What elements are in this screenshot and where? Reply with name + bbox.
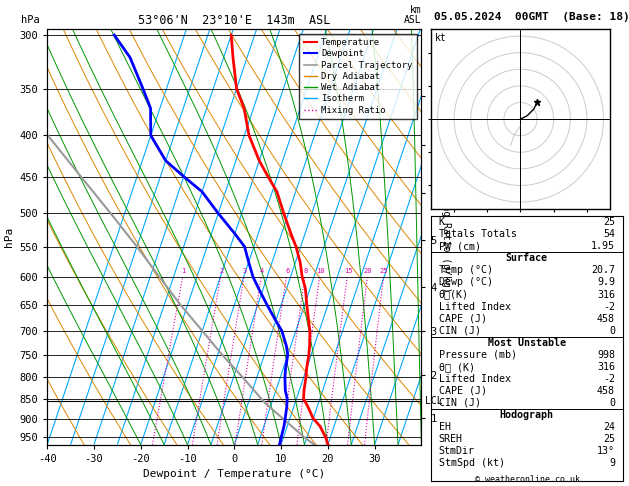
Text: Totals Totals: Totals Totals	[438, 229, 516, 239]
Text: 1: 1	[182, 268, 186, 274]
Text: SREH: SREH	[438, 434, 462, 444]
Text: 1.95: 1.95	[591, 242, 615, 251]
Text: 0: 0	[609, 398, 615, 408]
Text: CAPE (J): CAPE (J)	[438, 386, 487, 396]
Text: Lifted Index: Lifted Index	[438, 374, 511, 384]
Text: 20.7: 20.7	[591, 265, 615, 276]
Text: CIN (J): CIN (J)	[438, 398, 481, 408]
Text: 3: 3	[243, 268, 247, 274]
Text: Most Unstable: Most Unstable	[487, 338, 566, 347]
Text: 458: 458	[597, 386, 615, 396]
Text: Surface: Surface	[506, 253, 548, 263]
Text: hPa: hPa	[21, 15, 40, 25]
Text: 25: 25	[603, 434, 615, 444]
Text: 54: 54	[603, 229, 615, 239]
Text: StmDir: StmDir	[438, 446, 474, 456]
Text: 8: 8	[304, 268, 308, 274]
Text: Temp (°C): Temp (°C)	[438, 265, 493, 276]
Text: CIN (J): CIN (J)	[438, 326, 481, 336]
Text: 6: 6	[285, 268, 289, 274]
Text: 15: 15	[343, 268, 352, 274]
Text: Pressure (mb): Pressure (mb)	[438, 350, 516, 360]
Text: K: K	[438, 217, 445, 227]
Text: 24: 24	[603, 422, 615, 432]
Text: Dewp (°C): Dewp (°C)	[438, 278, 493, 288]
X-axis label: Dewpoint / Temperature (°C): Dewpoint / Temperature (°C)	[143, 469, 325, 479]
Text: 316: 316	[597, 290, 615, 299]
Text: 458: 458	[597, 313, 615, 324]
Title: 53°06'N  23°10'E  143m  ASL: 53°06'N 23°10'E 143m ASL	[138, 14, 330, 27]
Text: -2: -2	[603, 302, 615, 312]
Text: StmSpd (kt): StmSpd (kt)	[438, 458, 504, 468]
Legend: Temperature, Dewpoint, Parcel Trajectory, Dry Adiabat, Wet Adiabat, Isotherm, Mi: Temperature, Dewpoint, Parcel Trajectory…	[299, 34, 417, 119]
Text: 316: 316	[597, 362, 615, 372]
Text: 9: 9	[609, 458, 615, 468]
Text: θᴇ(K): θᴇ(K)	[438, 290, 469, 299]
Text: 20: 20	[364, 268, 372, 274]
Text: 25: 25	[603, 217, 615, 227]
Y-axis label: hPa: hPa	[4, 227, 14, 247]
Text: 25: 25	[380, 268, 388, 274]
Text: 4: 4	[260, 268, 264, 274]
Text: EH: EH	[438, 422, 450, 432]
Text: PW (cm): PW (cm)	[438, 242, 481, 251]
Text: 13°: 13°	[597, 446, 615, 456]
Text: km
ASL: km ASL	[404, 5, 421, 25]
Text: 2: 2	[220, 268, 224, 274]
Y-axis label: Mixing Ratio (g/kg): Mixing Ratio (g/kg)	[440, 181, 450, 293]
Text: 0: 0	[609, 326, 615, 336]
Text: © weatheronline.co.uk: © weatheronline.co.uk	[475, 474, 579, 484]
Text: LCL: LCL	[425, 396, 443, 406]
Text: θᴇ (K): θᴇ (K)	[438, 362, 474, 372]
Text: Hodograph: Hodograph	[500, 410, 554, 420]
Text: 9.9: 9.9	[597, 278, 615, 288]
Text: 10: 10	[316, 268, 325, 274]
Text: kt: kt	[435, 33, 446, 43]
Text: -2: -2	[603, 374, 615, 384]
Text: 05.05.2024  00GMT  (Base: 18): 05.05.2024 00GMT (Base: 18)	[434, 12, 629, 22]
Text: 998: 998	[597, 350, 615, 360]
Text: Lifted Index: Lifted Index	[438, 302, 511, 312]
Text: CAPE (J): CAPE (J)	[438, 313, 487, 324]
